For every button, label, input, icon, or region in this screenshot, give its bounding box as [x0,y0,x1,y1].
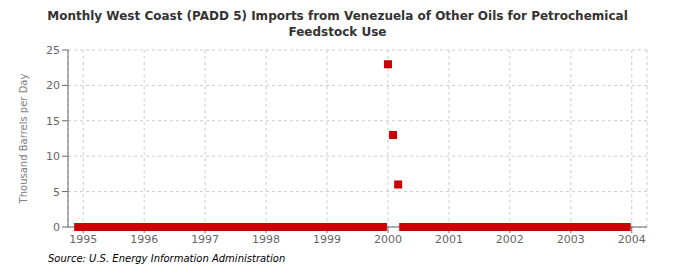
svg-text:25: 25 [46,44,60,57]
svg-text:2002: 2002 [496,233,524,246]
svg-text:10: 10 [46,150,60,163]
svg-text:1995: 1995 [69,233,97,246]
svg-text:0: 0 [53,221,60,234]
svg-text:2000: 2000 [374,233,402,246]
svg-text:15: 15 [46,115,60,128]
svg-text:5: 5 [53,186,60,199]
svg-text:Thousand Barrels per Day: Thousand Barrels per Day [18,74,29,205]
svg-text:2003: 2003 [557,233,585,246]
svg-text:1999: 1999 [313,233,341,246]
svg-text:1997: 1997 [191,233,219,246]
html-text:Source: U.S. Energy Informatio: Source: U.S. Energy Information Administ… [48,253,286,264]
svg-text:1998: 1998 [252,233,280,246]
svg-text:20: 20 [46,79,60,92]
html-text:Monthly West Coast (PADD 5) Im: Monthly West Coast (PADD 5) Imports from… [47,9,628,23]
svg-text:2001: 2001 [435,233,463,246]
html-text:Feedstock Use: Feedstock Use [288,25,387,39]
svg-text:1996: 1996 [130,233,158,246]
svg-text:2004: 2004 [618,233,646,246]
